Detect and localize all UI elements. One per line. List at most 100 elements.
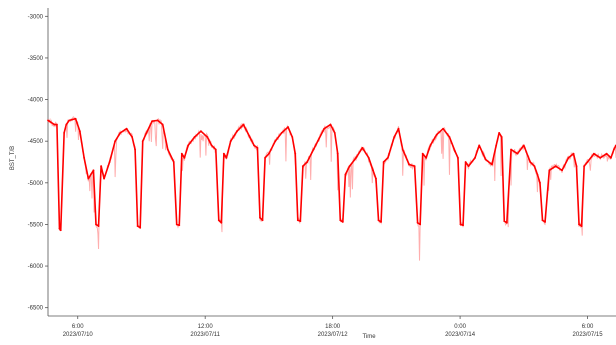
data-point [367, 156, 370, 159]
data-point [193, 136, 196, 138]
data-point [510, 148, 512, 151]
data-point [539, 181, 541, 184]
data-point [156, 119, 159, 122]
data-point [151, 120, 153, 123]
data-point [377, 219, 380, 222]
x-tick-time-label: 6:00 [582, 324, 594, 330]
data-point [287, 126, 289, 128]
data-point [139, 226, 142, 229]
data-point [299, 220, 302, 223]
data-point [119, 131, 122, 134]
data-point [59, 229, 62, 232]
data-point [583, 165, 586, 168]
data-point [413, 165, 416, 168]
data-point [225, 156, 228, 159]
data-point [503, 220, 506, 223]
data-point [108, 161, 111, 163]
data-point [348, 165, 351, 168]
data-point [533, 165, 536, 168]
ticks-group: -3000 -3500 -4000 -4500 -5000 -5500 -6000 -6500… [28, 14, 604, 338]
data-point [222, 152, 225, 155]
data-point [491, 163, 493, 166]
data-point [175, 223, 178, 226]
series-group [47, 116, 616, 261]
data-point [274, 140, 277, 143]
data-point [498, 131, 501, 134]
data-point [136, 225, 139, 227]
data-point [323, 127, 326, 130]
data-point [572, 152, 575, 155]
data-point [161, 123, 164, 126]
data-point [442, 127, 444, 130]
x-axis-label: Time [362, 334, 376, 340]
data-point [220, 221, 223, 224]
data-point [48, 120, 51, 123]
data-point [95, 223, 97, 226]
data-point [462, 224, 464, 227]
data-point [316, 140, 319, 143]
data-point [500, 136, 503, 138]
y-axis-label: BST_T/B [10, 146, 16, 170]
data-point [329, 123, 332, 126]
data-point [296, 219, 299, 222]
data-point [141, 140, 144, 143]
data-point [65, 123, 68, 126]
data-point [74, 117, 77, 120]
x-tick-time-label: 18:00 [325, 324, 341, 330]
data-point [457, 156, 459, 159]
data-point [478, 144, 481, 147]
x-tick-time-label: 6:00 [72, 324, 84, 330]
data-point [484, 158, 487, 161]
data-point [575, 165, 578, 168]
data-point [180, 152, 183, 155]
data-point [529, 161, 532, 163]
data-point [268, 152, 270, 155]
data-point [125, 127, 128, 130]
data-point [47, 119, 49, 122]
data-point [336, 152, 339, 155]
data-point [92, 169, 95, 172]
data-point [264, 156, 266, 159]
data-point [134, 148, 136, 151]
data-point [97, 225, 100, 227]
data-point [344, 173, 347, 176]
data-point [236, 130, 238, 133]
y-tick-label: -6000 [28, 264, 44, 270]
data-point [166, 148, 169, 151]
data-point [83, 156, 86, 159]
data-point [200, 130, 202, 133]
data-point [599, 156, 602, 159]
data-point [114, 140, 117, 143]
data-point [100, 165, 103, 168]
data-point [516, 152, 519, 155]
data-point [605, 152, 608, 155]
data-point [380, 221, 382, 223]
data-point [522, 144, 525, 147]
data-point [505, 221, 508, 224]
y-tick-label: -6500 [28, 306, 44, 312]
data-point [425, 156, 428, 159]
data-point [610, 156, 612, 159]
data-point [421, 152, 424, 155]
data-point [291, 136, 294, 138]
x-tick-date-label: 2023/07/10 [63, 332, 94, 338]
data-point [454, 150, 456, 153]
data-point [210, 144, 213, 147]
series-line [47, 117, 616, 232]
data-point [256, 146, 259, 149]
data-point [183, 156, 186, 159]
data-point [78, 130, 81, 133]
y-tick-label: -3500 [28, 56, 44, 62]
data-point [68, 119, 71, 122]
data-point [612, 148, 615, 151]
data-point [339, 219, 342, 222]
data-point [593, 152, 595, 155]
data-point [178, 224, 181, 227]
data-point [87, 177, 90, 180]
data-point [206, 136, 209, 138]
data-point [561, 169, 563, 172]
data-point [53, 123, 56, 126]
x-tick-date-label: 2023/07/12 [318, 332, 349, 338]
data-point [131, 136, 134, 138]
